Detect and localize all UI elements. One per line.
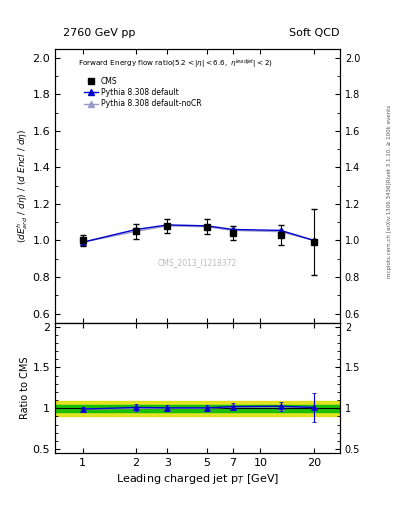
- Text: Rivet 3.1.10, ≥ 100k events: Rivet 3.1.10, ≥ 100k events: [387, 105, 392, 182]
- Y-axis label: $(dE^{h}_{ard}\ /\ d\eta)\ /\ (d\ Encl\ /\ d\eta)$: $(dE^{h}_{ard}\ /\ d\eta)\ /\ (d\ Encl\ …: [15, 129, 29, 243]
- Y-axis label: Ratio to CMS: Ratio to CMS: [20, 357, 30, 419]
- Text: mcplots.cern.ch [arXiv:1306.3436]: mcplots.cern.ch [arXiv:1306.3436]: [387, 183, 392, 278]
- Text: Forward Energy flow ratio$(5.2 < |\eta| < 6.6,\ \eta^{leadjet}| < 2)$: Forward Energy flow ratio$(5.2 < |\eta| …: [78, 57, 273, 70]
- X-axis label: Leading charged jet p$_T$ [GeV]: Leading charged jet p$_T$ [GeV]: [116, 472, 279, 486]
- Legend: CMS, Pythia 8.308 default, Pythia 8.308 default-noCR: CMS, Pythia 8.308 default, Pythia 8.308 …: [82, 74, 204, 111]
- Text: 2760 GeV pp: 2760 GeV pp: [63, 28, 135, 38]
- Text: CMS_2013_I1218372: CMS_2013_I1218372: [158, 258, 237, 267]
- Text: Soft QCD: Soft QCD: [290, 28, 340, 38]
